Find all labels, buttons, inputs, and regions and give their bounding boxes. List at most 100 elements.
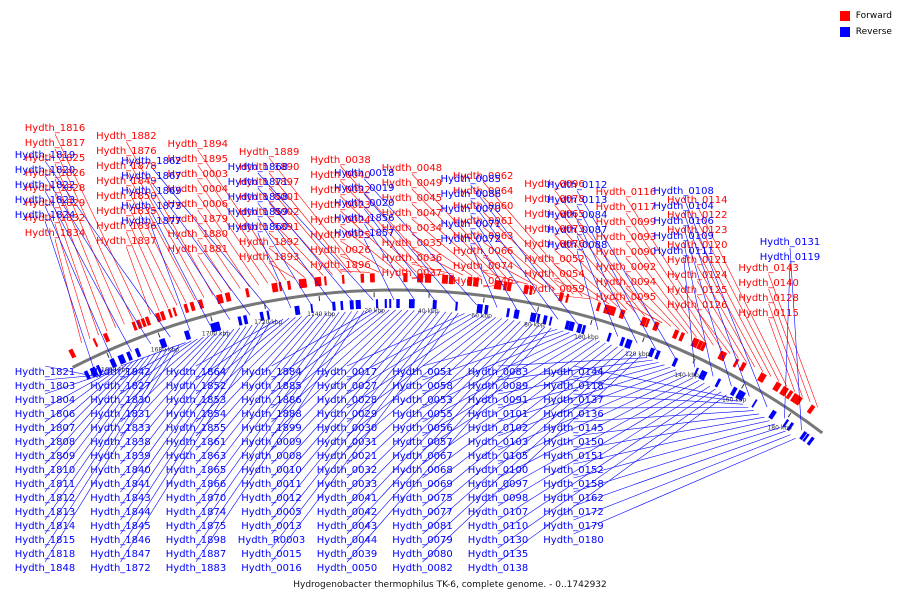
label-connector bbox=[126, 141, 214, 296]
forward-gene bbox=[806, 404, 816, 415]
reverse-gene bbox=[654, 350, 661, 360]
gene-label: Hydth_0026 bbox=[310, 245, 371, 256]
label-connector bbox=[554, 219, 637, 314]
gene-label: Hydth_1846 bbox=[90, 535, 151, 546]
gene-label: Hydth_1847 bbox=[90, 549, 151, 560]
label-connector bbox=[697, 310, 731, 354]
label-connector bbox=[697, 280, 747, 363]
gene-label: Hydth_1822 bbox=[15, 180, 76, 191]
gene-label: Hydth_0064 bbox=[453, 186, 514, 197]
gene-label: Hydth_0108 bbox=[653, 186, 714, 197]
label-connector bbox=[44, 374, 104, 381]
gene-label: Hydth_1843 bbox=[90, 493, 151, 504]
forward-gene bbox=[323, 276, 327, 286]
forward-gene bbox=[528, 285, 534, 296]
gene-label: Hydth_0073 bbox=[524, 224, 585, 235]
gene-label: Hydth_0116 bbox=[596, 187, 657, 198]
label-connector bbox=[195, 311, 352, 535]
label-connector bbox=[625, 272, 680, 331]
label-connector bbox=[346, 318, 503, 451]
forward-gene bbox=[602, 304, 612, 315]
label-connector bbox=[151, 211, 211, 326]
gene-label: Hydth_0011 bbox=[241, 479, 302, 490]
reverse-gene bbox=[89, 366, 99, 378]
label-connector bbox=[497, 380, 699, 493]
gene-label: Hydth_1848 bbox=[15, 563, 76, 574]
reverse-gene bbox=[389, 299, 392, 309]
gene-label: Hydth_0122 bbox=[667, 210, 728, 221]
gene-label: Hydth_1885 bbox=[241, 381, 302, 392]
gene-label: Hydth_0084 bbox=[547, 210, 608, 221]
label-connector bbox=[625, 287, 672, 327]
gene-label: Hydth_0111 bbox=[653, 246, 714, 257]
reverse-gene bbox=[513, 309, 520, 320]
label-connector bbox=[483, 241, 547, 289]
label-connector bbox=[784, 262, 791, 419]
label-connector bbox=[44, 190, 132, 352]
gene-label: Hydth_0143 bbox=[738, 263, 799, 274]
label-connector bbox=[422, 348, 624, 521]
gene-label: Hydth_1894 bbox=[167, 139, 228, 150]
gene-label: Hydth_0062 bbox=[453, 171, 514, 182]
label-connector bbox=[120, 331, 222, 451]
gene-label: Hydth_1898 bbox=[166, 535, 227, 546]
label-connector bbox=[44, 352, 157, 507]
label-connector bbox=[268, 247, 305, 278]
label-connector bbox=[271, 309, 396, 423]
reverse-gene bbox=[542, 315, 548, 325]
label-connector bbox=[697, 220, 780, 382]
reverse-gene bbox=[564, 320, 571, 330]
forward-gene bbox=[652, 321, 660, 332]
label-connector bbox=[576, 220, 638, 344]
reverse-gene bbox=[183, 330, 192, 341]
label-connector bbox=[697, 205, 788, 387]
gene-label: Hydth_0094 bbox=[596, 277, 657, 288]
gene-label: Hydth_1864 bbox=[166, 367, 227, 378]
label-connector bbox=[271, 309, 403, 437]
reverse-gene bbox=[408, 299, 415, 309]
forward-gene bbox=[772, 381, 782, 393]
label-connector bbox=[573, 434, 791, 521]
forward-swatch bbox=[839, 11, 850, 21]
forward-gene bbox=[441, 274, 449, 284]
label-connector bbox=[346, 320, 515, 479]
label-connector bbox=[422, 342, 606, 479]
gene-label: Hydth_0083 bbox=[468, 367, 529, 378]
gene-label: Hydth_0180 bbox=[543, 535, 604, 546]
reverse-gene bbox=[266, 310, 271, 320]
gene-label: Hydth_0019 bbox=[334, 183, 395, 194]
legend-forward-label: Forward bbox=[855, 11, 892, 21]
gene-label: Hydth_1892 bbox=[239, 237, 300, 248]
label-connector bbox=[195, 316, 302, 423]
gene-label: Hydth_1833 bbox=[90, 423, 151, 434]
forward-gene bbox=[183, 303, 190, 314]
label-connector bbox=[151, 196, 231, 320]
forward-gene bbox=[793, 395, 803, 406]
label-connector bbox=[482, 196, 574, 295]
label-connector bbox=[195, 310, 365, 563]
forward-gene bbox=[472, 277, 480, 287]
gene-label: Hydth_1890 bbox=[239, 162, 300, 173]
gene-label: Hydth_0112 bbox=[547, 180, 608, 191]
gene-label: Hydth_1842 bbox=[90, 367, 151, 378]
gene-label: Hydth_0048 bbox=[382, 163, 443, 174]
gene-label: Hydth_1814 bbox=[15, 521, 76, 532]
reverse-gene bbox=[529, 312, 537, 323]
label-connector bbox=[497, 364, 665, 409]
label-connector bbox=[340, 270, 370, 273]
label-connector bbox=[573, 423, 776, 479]
gene-label: Hydth_1870 bbox=[166, 493, 227, 504]
gene-label: Hydth_1873 bbox=[121, 201, 182, 212]
gene-label: Hydth_1826 bbox=[25, 168, 86, 179]
label-connector bbox=[346, 317, 496, 437]
gene-label: Hydth_1877 bbox=[121, 216, 182, 227]
label-connector bbox=[497, 374, 688, 465]
gene-label: Hydth_0065 bbox=[524, 209, 585, 220]
forward-gene bbox=[564, 293, 570, 303]
label-connector bbox=[789, 247, 802, 431]
label-connector bbox=[483, 271, 528, 285]
label-connector bbox=[573, 393, 743, 405]
gene-label: Hydth_1867 bbox=[121, 171, 182, 182]
gene-label: Hydth_1869 bbox=[121, 186, 182, 197]
